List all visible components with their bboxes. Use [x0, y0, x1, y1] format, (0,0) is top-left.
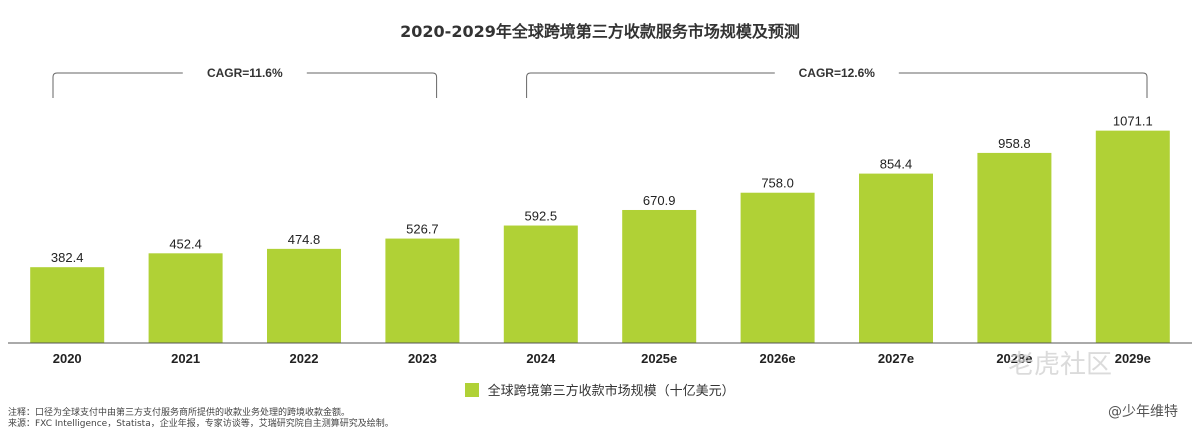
data-label: 670.9: [643, 193, 676, 208]
data-label: 474.8: [288, 232, 321, 247]
bar: [503, 225, 578, 343]
data-label: 526.7: [406, 222, 439, 237]
x-tick-label: 2021: [171, 351, 200, 366]
community-logo-watermark: 老虎社区: [1008, 350, 1113, 380]
bar: [740, 192, 815, 343]
cagr-bracket-left: [52, 72, 183, 98]
x-tick-label: 2025e: [641, 351, 677, 366]
data-label: 958.8: [998, 136, 1031, 151]
cagr-label: CAGR=12.6%: [799, 66, 876, 80]
legend-label: 全球跨境第三方收款市场规模（十亿美元）: [487, 384, 735, 399]
data-label: 758.0: [761, 176, 794, 191]
bar-chart: CAGR=11.6% CAGR=12.6% 382.4 452.4 474.8 526.…: [8, 66, 1192, 366]
x-tick-labels: 2020 2021 2022 2023 2024 2025e 2026e 2027e 2028e…: [53, 351, 1151, 366]
x-tick-label: 2024: [526, 351, 556, 366]
chart-title: 2020-2029年全球跨境第三方收款服务市场规模及预测: [400, 22, 800, 41]
data-label: 592.5: [525, 209, 558, 224]
data-label: 382.4: [51, 250, 84, 265]
data-label: 1071.1: [1113, 114, 1153, 129]
x-tick-label: 2022: [290, 351, 319, 366]
cagr-bracket-right: [898, 72, 1148, 98]
bar: [267, 248, 341, 343]
notes: 注释：口径为全球支付中由第三方支付服务商所提供的收款业务处理的跨境收款金额。 来…: [8, 408, 394, 430]
bar: [148, 253, 223, 343]
note-line: 注释：口径为全球支付中由第三方支付服务商所提供的收款业务处理的跨境收款金额。: [8, 408, 351, 418]
x-tick-label: 2027e: [878, 351, 914, 366]
x-tick-label: 2023: [408, 351, 437, 366]
x-tick-label: 2026e: [760, 351, 796, 366]
cagr-bracket-right: [306, 72, 438, 98]
data-label: 452.4: [169, 236, 202, 251]
bar: [1095, 130, 1170, 343]
cagr-annotations: CAGR=11.6% CAGR=12.6%: [52, 66, 1148, 98]
legend-swatch: [465, 383, 480, 397]
source-line: 来源：FXC Intelligence，Statista，企业年报，专家访谈等，…: [8, 419, 394, 429]
data-label: 854.4: [880, 157, 913, 172]
bar: [859, 173, 933, 343]
bar: [977, 152, 1052, 343]
bar: [385, 238, 460, 343]
legend: 全球跨境第三方收款市场规模（十亿美元）: [0, 380, 1200, 399]
x-tick-label: 2020: [53, 351, 82, 366]
bar: [30, 267, 105, 343]
bars-group: 382.4 452.4 474.8 526.7 592.5 670.9 758.0 854.4…: [30, 114, 1170, 343]
cagr-label: CAGR=11.6%: [207, 66, 283, 80]
cagr-bracket-left: [526, 72, 775, 98]
x-tick-label: 2029e: [1115, 351, 1151, 366]
x-tick-label: 2028e: [996, 351, 1032, 366]
bar: [622, 209, 697, 343]
author-watermark: @少年维特: [1108, 404, 1178, 420]
